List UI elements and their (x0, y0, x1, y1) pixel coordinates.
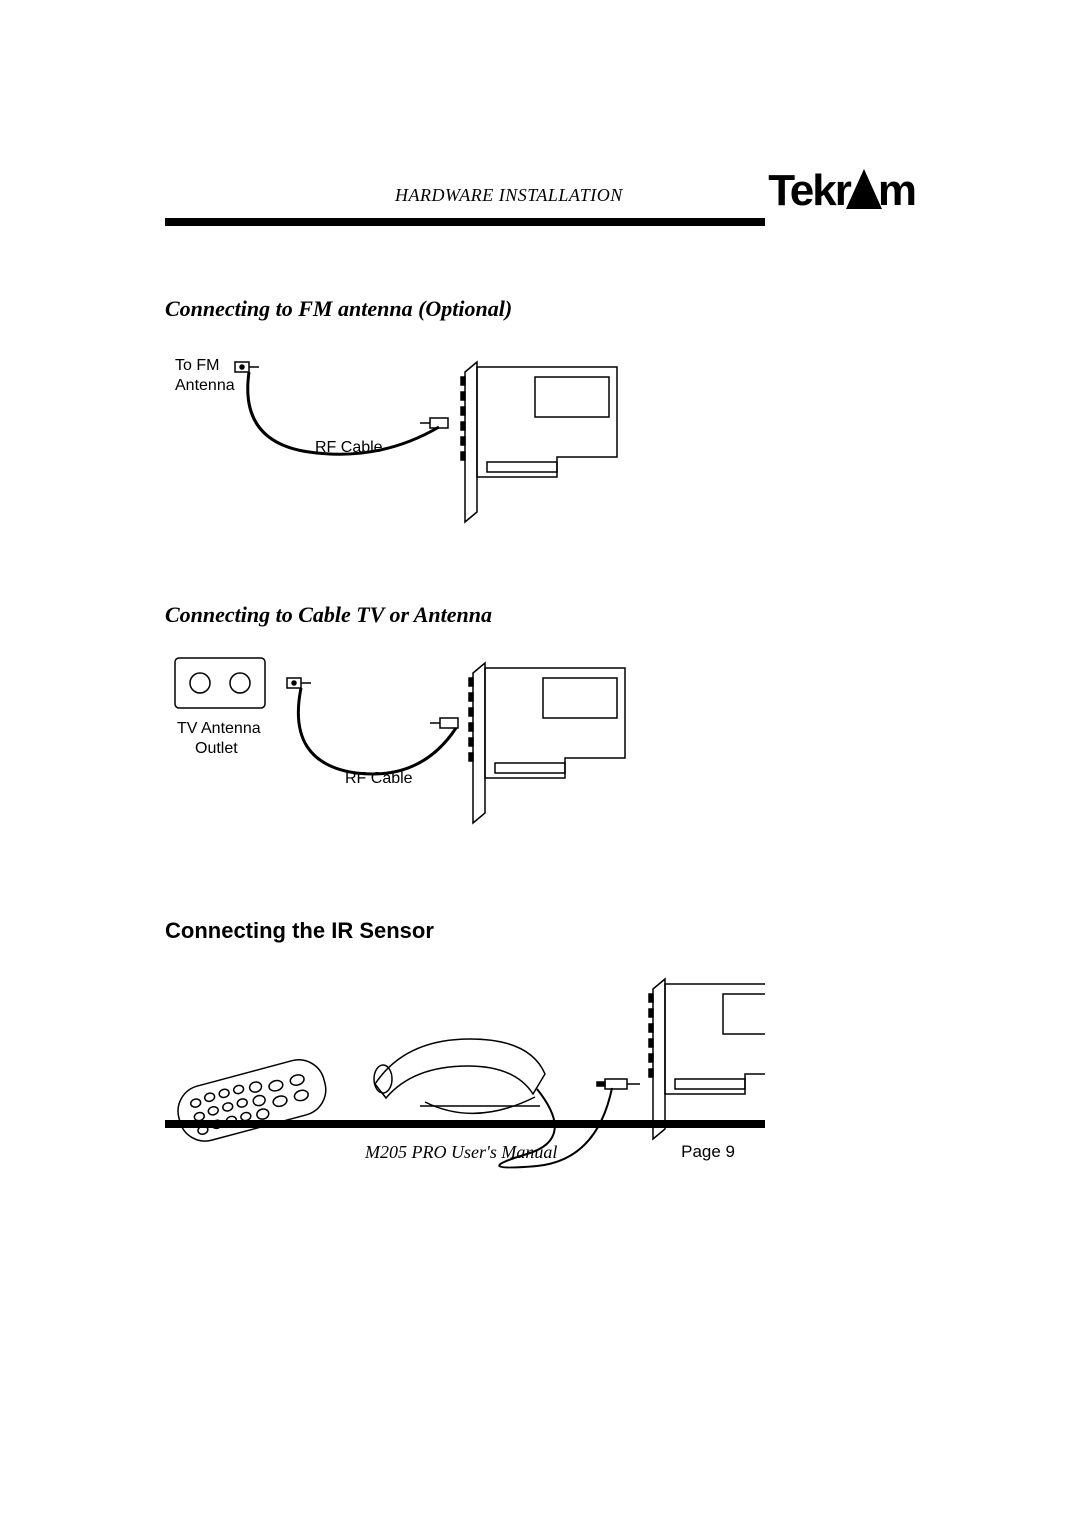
section-title-fm: Connecting to FM antenna (Optional) (165, 296, 915, 322)
tv-cable-label: RF Cable (345, 770, 413, 787)
logo-triangle-icon (846, 169, 882, 209)
section-title-tv: Connecting to Cable TV or Antenna (165, 602, 915, 628)
tv-left-connector-icon (287, 678, 311, 688)
header-section-label: HARDWARE INSTALLATION (165, 185, 623, 216)
tv-outlet-label-2: Outlet (195, 740, 238, 757)
tv-right-connector-icon (430, 718, 458, 728)
footer-page-number: Page 9 (681, 1142, 735, 1163)
tv-outlet-label-1: TV Antenna (177, 720, 261, 737)
logo-text-left: Tekr (768, 166, 850, 216)
header-rule (165, 218, 765, 226)
fm-right-connector-icon (420, 418, 448, 428)
diagram-tv: TV Antenna Outlet RF Cable (165, 648, 915, 848)
footer-rule (165, 1120, 765, 1128)
tekram-logo: Tekr m (768, 165, 915, 216)
diagram-fm: To FM Antenna RF Cable (165, 342, 915, 532)
logo-text-right: m (878, 166, 915, 216)
fm-antenna-label-2: Antenna (175, 377, 235, 394)
footer-manual-title: M205 PRO User's Manual (365, 1142, 557, 1163)
page-footer: M205 PRO User's Manual Page 9 (165, 1060, 765, 1163)
pci-card-icon (469, 663, 625, 823)
wall-outlet-icon (175, 658, 265, 708)
fm-left-connector-icon (235, 362, 259, 372)
tv-cable-icon (298, 688, 456, 774)
pci-card-icon (461, 362, 617, 522)
page-header: HARDWARE INSTALLATION Tekr m (165, 165, 915, 216)
section-title-ir: Connecting the IR Sensor (165, 918, 915, 944)
fm-antenna-label-1: To FM (175, 357, 219, 374)
